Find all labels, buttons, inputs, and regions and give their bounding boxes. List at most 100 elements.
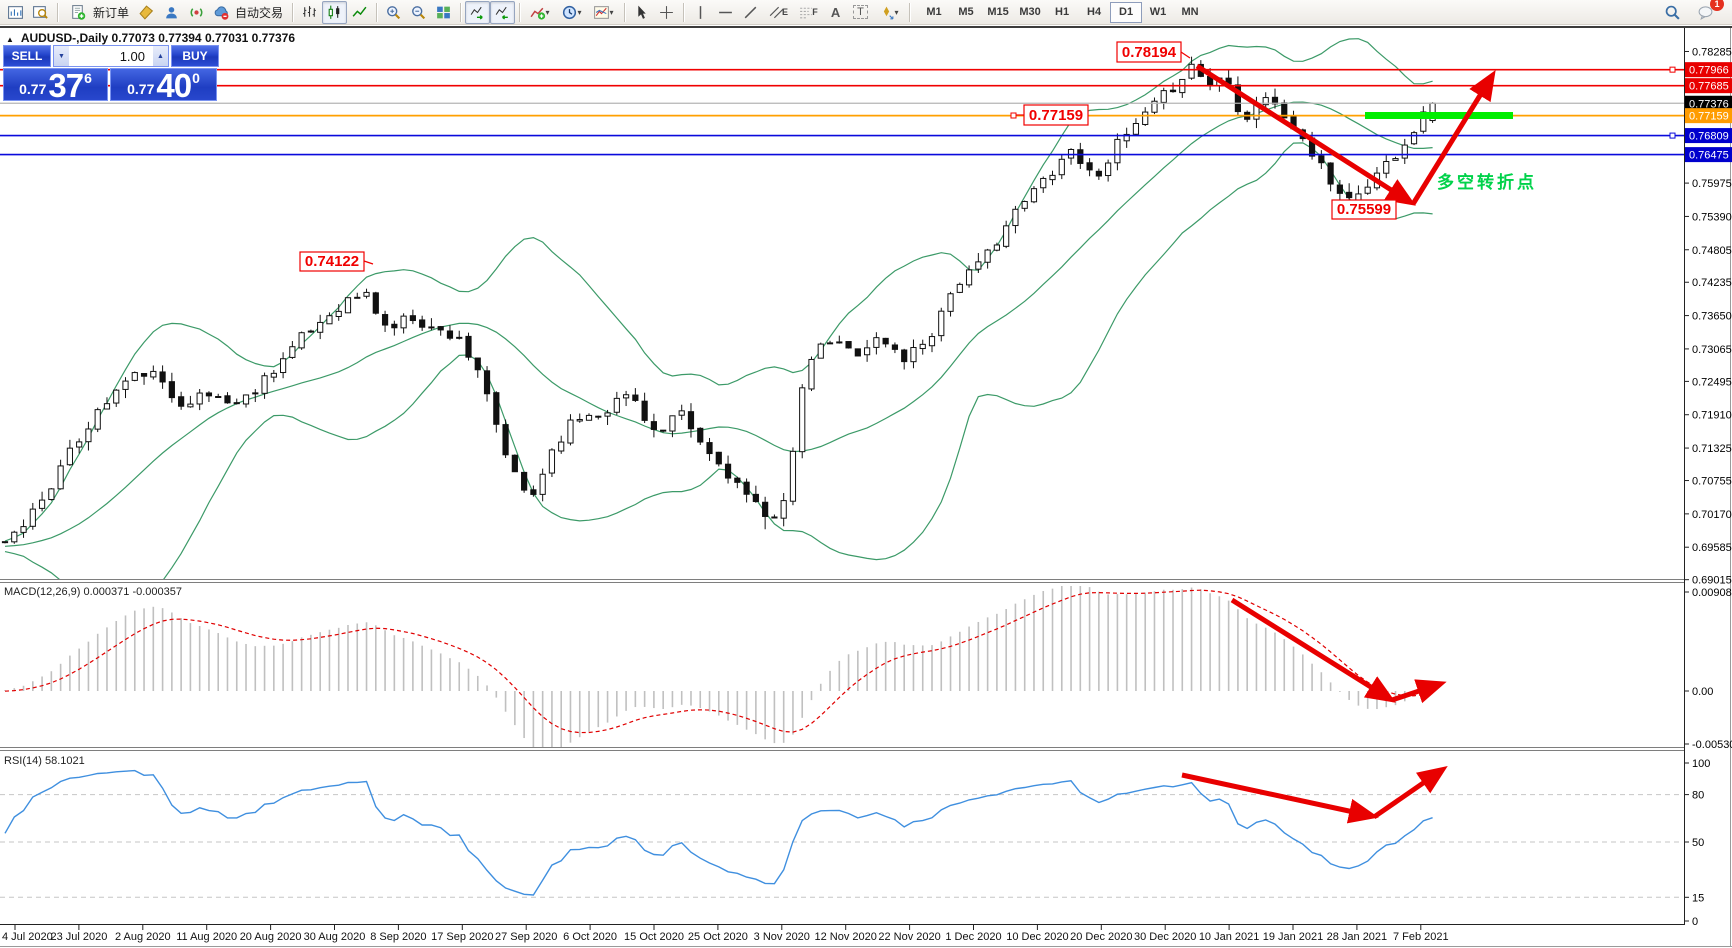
zoom-in-button[interactable] (381, 1, 406, 24)
svg-text:0.73650: 0.73650 (1692, 311, 1732, 323)
trend-arrows-main[interactable] (1195, 63, 1496, 206)
crosshair-tool-button[interactable] (654, 1, 679, 24)
signals-button[interactable] (184, 1, 209, 24)
trend-arrows-macd[interactable] (1230, 597, 1447, 704)
add-indicator-button[interactable]: ▾ (524, 1, 556, 24)
green-highlight-bar[interactable] (1365, 112, 1513, 119)
panel-borders (0, 26, 1732, 947)
chat-button[interactable]: 1 (1693, 0, 1724, 24)
autotrade-label[interactable]: 自动交易 (235, 5, 284, 20)
buy-button[interactable]: BUY (171, 45, 219, 67)
tf-button-d1[interactable]: D1 (1110, 1, 1143, 23)
svg-text:2 Aug 2020: 2 Aug 2020 (115, 931, 171, 943)
notification-badge[interactable]: 1 (1710, 0, 1724, 11)
svg-text:0.75975: 0.75975 (1692, 178, 1732, 190)
svg-text:17 Sep 2020: 17 Sep 2020 (431, 931, 493, 943)
tf-button-m15[interactable]: M15 (987, 6, 1009, 18)
buy-price-pipette: 0 (192, 70, 200, 86)
volume-increase-button[interactable]: ▲ (153, 46, 168, 66)
rsi-name: RSI(14) (4, 755, 42, 767)
price-axis[interactable]: 0.78285 0.75975 0.75390 0.74805 0.74235 0.736… (1684, 46, 1732, 928)
volume-decrease-button[interactable]: ▼ (54, 46, 69, 66)
fibonacci-tool-button[interactable]: F (793, 1, 823, 24)
rsi-label: RSI(14) 58.1021 (4, 755, 85, 767)
new-order-button[interactable] (62, 1, 92, 24)
periods-button[interactable]: ▾ (556, 1, 588, 24)
chart-window-icon (8, 5, 23, 19)
line-chart-mode-button[interactable] (347, 1, 372, 24)
auto-scroll-icon (470, 6, 483, 20)
chevron-down-icon: ▾ (894, 7, 899, 17)
new-chart-button[interactable] (3, 1, 28, 24)
vertical-line-tool-button[interactable] (688, 1, 713, 24)
svg-text:0.70755: 0.70755 (1692, 476, 1732, 488)
arrows-tool-button[interactable]: ▾ (873, 1, 905, 24)
tf-button-w1[interactable]: W1 (1149, 6, 1167, 18)
fibo-letter: F (812, 7, 818, 17)
crosshair-icon (660, 5, 673, 19)
svg-text:0.71910: 0.71910 (1692, 410, 1732, 422)
profiles-button[interactable] (28, 1, 53, 24)
trendline-tool-button[interactable] (738, 1, 763, 24)
toolbar-separator (292, 2, 294, 22)
channel-tool-button[interactable]: E (763, 1, 793, 24)
svg-text:0.78285: 0.78285 (1692, 46, 1732, 58)
horizontal-line-icon (719, 11, 732, 13)
svg-text:11 Aug 2020: 11 Aug 2020 (176, 931, 237, 943)
tf-button-m1[interactable]: M1 (926, 6, 942, 18)
svg-text:0.70170: 0.70170 (1692, 509, 1732, 521)
macd-value-main: 0.000371 (83, 586, 130, 598)
auto-scroll-button[interactable] (465, 0, 491, 24)
svg-text:27 Sep 2020: 27 Sep 2020 (495, 931, 557, 943)
buy-price-display[interactable]: 0.77 40 0 (110, 68, 217, 102)
sell-button[interactable]: SELL (3, 45, 51, 67)
tile-windows-button[interactable] (431, 1, 456, 24)
candlestick-mode-button[interactable] (322, 0, 348, 24)
community-button[interactable] (159, 1, 184, 24)
toolbar-separator (683, 2, 685, 22)
line-chart-icon (352, 6, 367, 17)
zoom-out-button[interactable] (406, 1, 431, 24)
tf-button-m5[interactable]: M5 (958, 6, 974, 18)
cursor-tool-button[interactable] (629, 1, 654, 24)
toolbar-separator (909, 2, 911, 22)
text-label-tool-button[interactable]: T (848, 1, 873, 24)
bar-chart-mode-button[interactable] (297, 1, 322, 24)
tile-windows-icon (437, 6, 450, 18)
trendline-icon (744, 6, 757, 18)
metaeditor-button[interactable] (134, 1, 159, 24)
templates-button[interactable]: ▾ (588, 1, 620, 24)
svg-text:7 Feb 2021: 7 Feb 2021 (1393, 931, 1449, 943)
svg-text:3 Nov 2020: 3 Nov 2020 (754, 931, 810, 943)
svg-text:10 Jan 2021: 10 Jan 2021 (1199, 931, 1260, 943)
price-label-boxes[interactable]: 0.78194 0.77159 0.75599 0.74122 (299, 41, 1397, 272)
tf-button-h4[interactable]: H4 (1087, 6, 1102, 18)
trend-arrows-rsi[interactable] (1181, 766, 1448, 824)
sell-price-display[interactable]: 0.77 37 6 (3, 68, 108, 102)
collapse-one-click-icon[interactable]: ▲ (6, 35, 14, 44)
tf-button-h1[interactable]: H1 (1055, 6, 1070, 18)
svg-text:4 Jul 2020: 4 Jul 2020 (2, 931, 53, 943)
horizontal-line-tool-button[interactable] (713, 1, 738, 24)
rsi-line (4, 769, 1433, 896)
metaeditor-icon (139, 4, 154, 20)
autotrade-button[interactable] (209, 1, 234, 24)
svg-text:0.00: 0.00 (1692, 686, 1713, 698)
svg-text:0.76475: 0.76475 (1689, 150, 1729, 162)
new-order-label[interactable]: 新订单 (93, 5, 130, 20)
clock-icon (562, 5, 576, 19)
volume-input[interactable] (69, 46, 153, 66)
signals-radar-icon (190, 7, 203, 17)
svg-text:80: 80 (1692, 790, 1704, 802)
shapes-icon (883, 6, 893, 19)
turning-point-annotation[interactable]: 多空转折点 (1437, 173, 1537, 192)
svg-text:0.78194: 0.78194 (1122, 44, 1177, 61)
text-tool-button[interactable]: A (823, 1, 848, 24)
tf-button-m30[interactable]: M30 (1019, 6, 1041, 18)
tf-button-mn[interactable]: MN (1181, 6, 1199, 18)
search-button[interactable] (1660, 1, 1685, 24)
chart-shift-icon (495, 6, 508, 20)
chart-shift-button[interactable] (490, 0, 516, 24)
